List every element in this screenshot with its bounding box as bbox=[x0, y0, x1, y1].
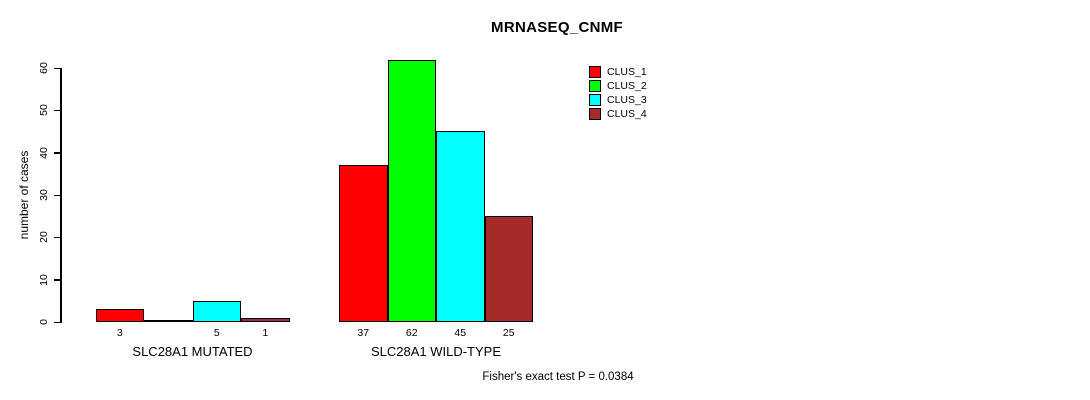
y-tick-mark bbox=[54, 279, 61, 281]
bar-value-label: 1 bbox=[262, 327, 269, 339]
x-group-label: SLC28A1 MUTATED bbox=[132, 344, 253, 359]
bar-clus_4-group2 bbox=[484, 216, 533, 322]
legend-row: CLUS_4 bbox=[589, 107, 647, 121]
y-tick-label: 40 bbox=[38, 146, 50, 159]
legend-label: CLUS_4 bbox=[607, 108, 647, 120]
legend-row: CLUS_1 bbox=[589, 65, 647, 79]
y-axis-label: number of cases bbox=[17, 150, 31, 240]
legend: CLUS_1 CLUS_2 CLUS_3 CLUS_4 bbox=[589, 65, 647, 121]
bar-value-label: 62 bbox=[405, 327, 418, 339]
bar-clus_2-group1 bbox=[144, 320, 193, 322]
y-tick-label: 0 bbox=[38, 319, 50, 325]
y-tick-mark bbox=[54, 109, 61, 112]
legend-swatch-clus_3 bbox=[589, 94, 601, 106]
legend-label: CLUS_1 bbox=[607, 66, 647, 78]
legend-swatch-clus_4 bbox=[589, 108, 601, 120]
y-tick-label: 20 bbox=[38, 231, 50, 244]
bar-clus_2-group2 bbox=[387, 60, 436, 322]
y-tick-label: 60 bbox=[38, 62, 50, 74]
legend-label: CLUS_3 bbox=[607, 94, 647, 106]
y-tick-mark bbox=[54, 236, 61, 239]
bar-clus_1-group1 bbox=[95, 309, 144, 322]
x-group-label: SLC28A1 WILD-TYPE bbox=[370, 344, 502, 359]
bar-value-label: 3 bbox=[116, 327, 123, 339]
legend-swatch-clus_2 bbox=[589, 80, 601, 92]
y-tick-label: 50 bbox=[38, 104, 50, 117]
legend-row: CLUS_3 bbox=[589, 93, 647, 107]
legend-label: CLUS_2 bbox=[607, 80, 647, 92]
bar-clus_1-group2 bbox=[339, 165, 388, 322]
y-tick-mark bbox=[54, 194, 61, 196]
y-tick-label: 30 bbox=[38, 189, 50, 201]
legend-row: CLUS_2 bbox=[589, 79, 647, 93]
bar-clus_4-group1 bbox=[241, 318, 290, 322]
y-tick-mark bbox=[54, 321, 61, 323]
bar-value-label: 45 bbox=[454, 327, 467, 339]
bar-value-label: 5 bbox=[213, 327, 220, 339]
chart-title: MRNASEQ_CNMF bbox=[491, 19, 623, 36]
bar-value-label: 37 bbox=[357, 327, 370, 339]
bar-clus_3-group2 bbox=[436, 131, 485, 322]
bar-value-label: 25 bbox=[502, 327, 515, 339]
y-tick-label: 10 bbox=[38, 273, 50, 286]
fisher-test-annotation: Fisher's exact test P = 0.0384 bbox=[482, 371, 634, 383]
y-tick-mark bbox=[54, 152, 61, 154]
legend-swatch-clus_1 bbox=[589, 66, 601, 78]
bar-clus_3-group1 bbox=[192, 301, 241, 322]
y-tick-mark bbox=[54, 67, 61, 69]
